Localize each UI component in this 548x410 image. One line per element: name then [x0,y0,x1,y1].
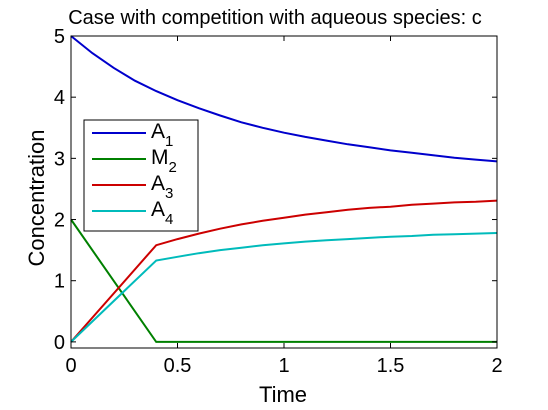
legend-box [83,119,199,232]
x-tick-label: 2 [491,355,502,377]
x-tick-label: 1.5 [377,355,405,377]
x-tick-label: 0.5 [164,355,192,377]
series-line-m2 [70,218,497,343]
chart-title: Case with competition with aqueous speci… [68,7,482,29]
x-axis-label: Time [259,382,307,407]
x-tick-label: 1 [278,355,289,377]
series-lines [70,35,498,343]
series-line-a3 [70,199,498,343]
series-line-a1 [70,35,498,163]
axis-ticks: 0 0.5 1 1.5 2 0 1 2 3 4 5 [54,26,503,377]
series-line-a4 [70,232,498,343]
x-tick-label: 0 [65,355,76,377]
y-tick-label: 5 [54,26,65,48]
y-tick-label: 0 [54,332,65,354]
y-tick-label: 1 [54,271,65,293]
y-tick-label: 2 [54,210,65,232]
y-tick-label: 3 [54,148,65,170]
y-axis-label: Concentration [24,130,49,267]
y-tick-label: 4 [54,87,65,109]
